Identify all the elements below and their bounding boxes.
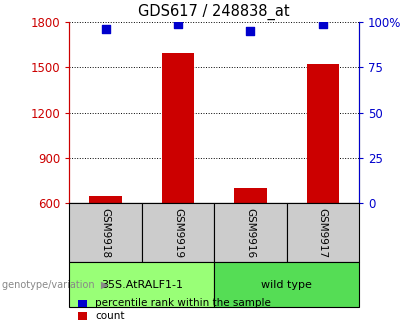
Text: genotype/variation  ▶: genotype/variation ▶ <box>2 280 108 290</box>
Text: GSM9919: GSM9919 <box>173 208 183 258</box>
Text: GSM9918: GSM9918 <box>100 208 110 258</box>
Text: GSM9917: GSM9917 <box>318 208 328 258</box>
Text: count: count <box>95 311 125 321</box>
Bar <box>307 64 339 203</box>
Title: GDS617 / 248838_at: GDS617 / 248838_at <box>138 4 290 20</box>
Text: GSM9916: GSM9916 <box>245 208 255 258</box>
Point <box>320 21 326 26</box>
Text: 35S.AtRALF1-1: 35S.AtRALF1-1 <box>101 280 183 290</box>
Bar <box>89 196 122 203</box>
Bar <box>162 53 194 203</box>
Point <box>102 27 109 32</box>
Text: wild type: wild type <box>261 280 312 290</box>
Point <box>247 28 254 34</box>
Point <box>175 21 181 26</box>
Bar <box>234 188 267 203</box>
Text: percentile rank within the sample: percentile rank within the sample <box>95 298 271 308</box>
